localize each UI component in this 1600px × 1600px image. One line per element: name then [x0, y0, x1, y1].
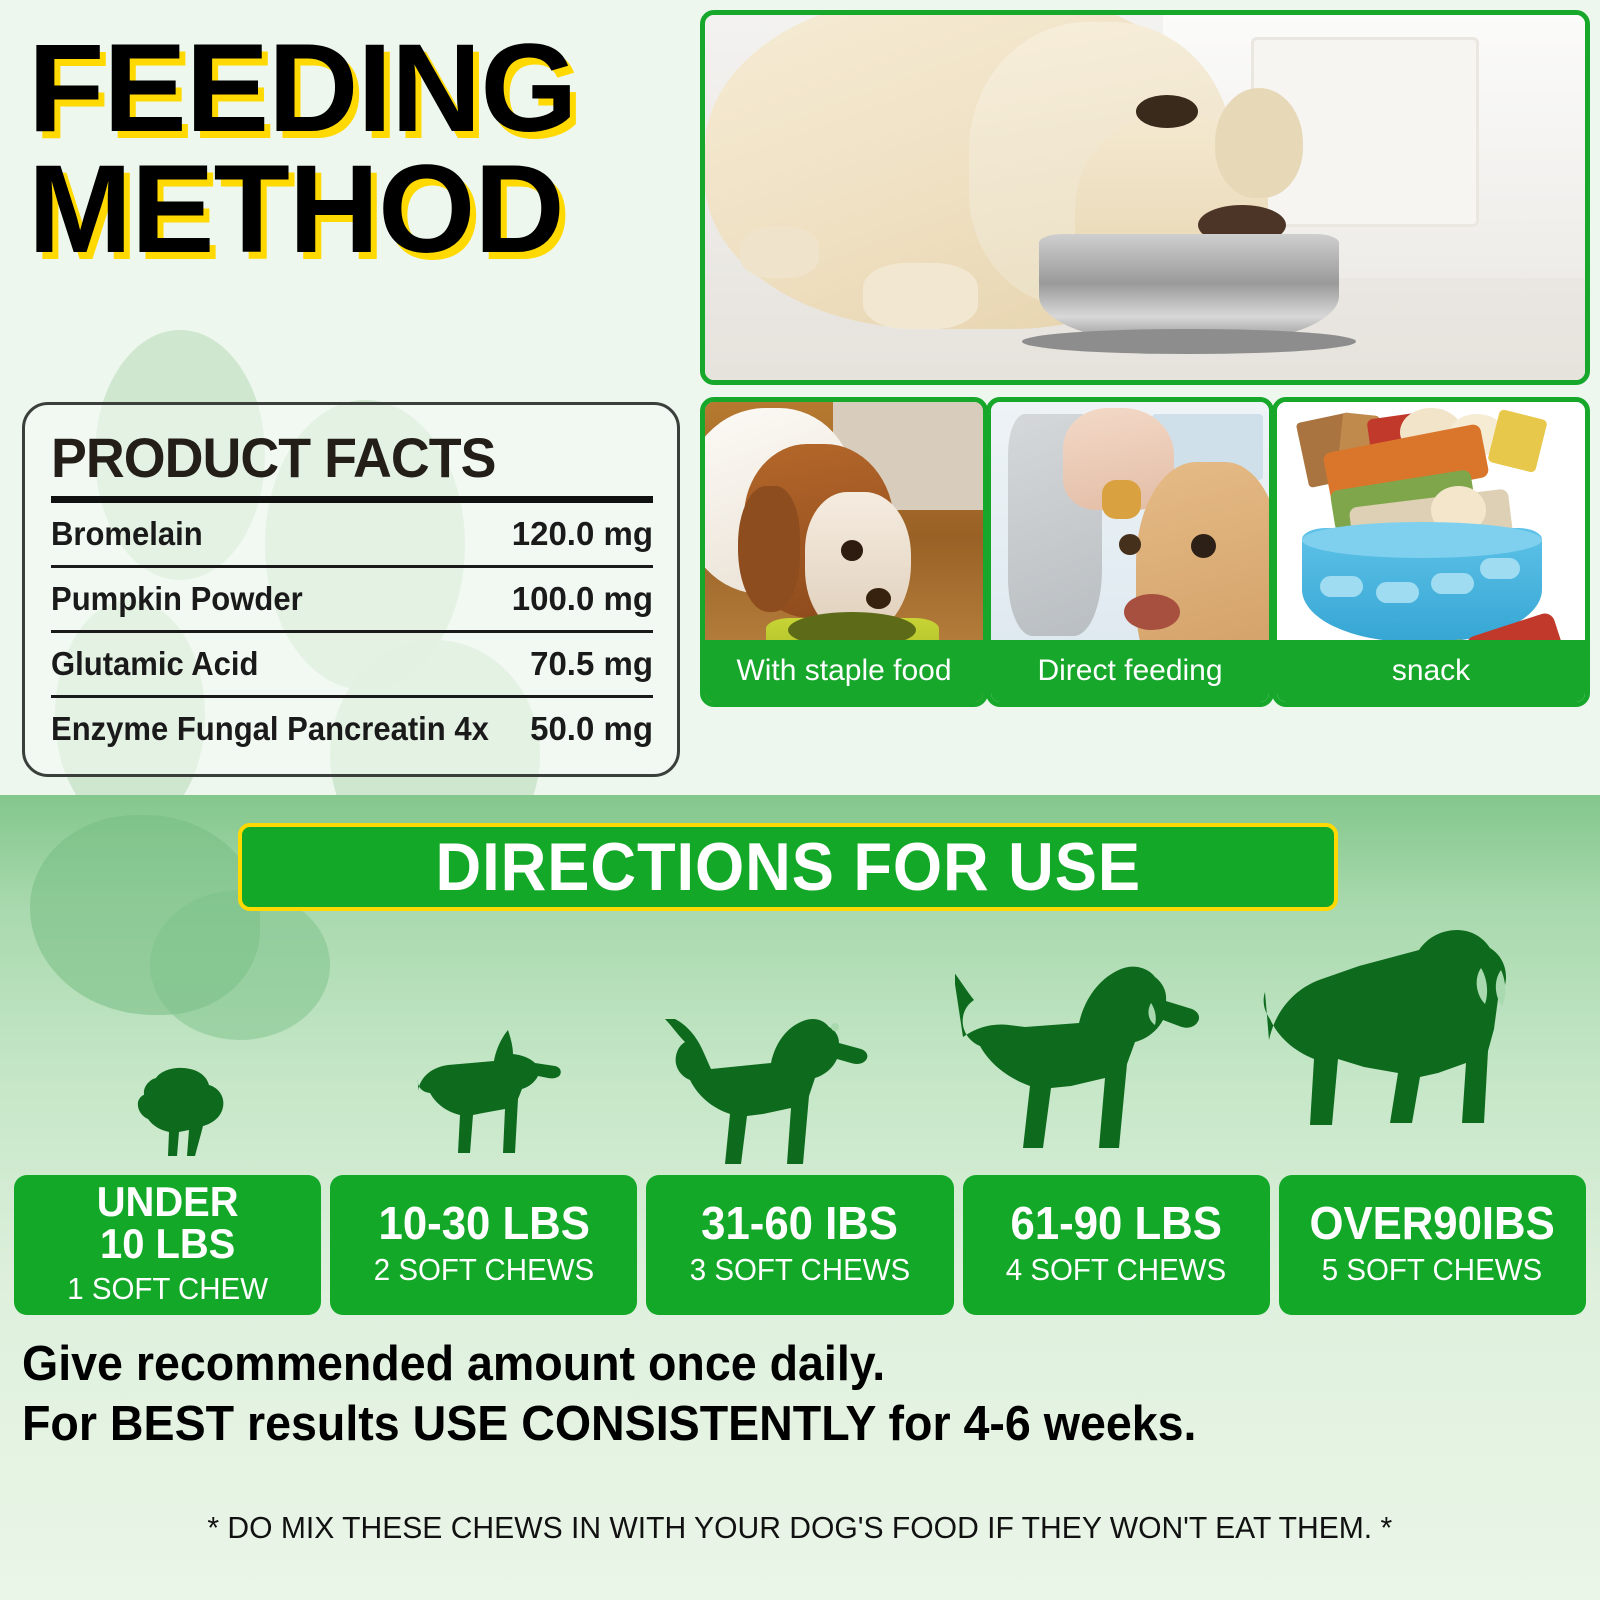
dog-silhouette-large [955, 966, 1200, 1148]
page-title: FEEDING METHOD [28, 19, 678, 280]
dosage-card[interactable]: UNDER 10 LBS 1 SOFT CHEW [14, 1175, 322, 1315]
dosage-cards: UNDER 10 LBS 1 SOFT CHEW 10-30 LBS 2 SOF… [14, 1175, 1587, 1315]
dosage-card[interactable]: OVER90IBS 5 SOFT CHEWS [1278, 1175, 1587, 1315]
table-row: Enzyme Fungal Pancreatin 4x 50.0 mg [51, 698, 653, 760]
dog-silhouette-tiny [137, 1067, 224, 1156]
top-section: FEEDING METHOD PRODUCT FACTS Bromelain 1… [0, 0, 1600, 795]
dosage-weight: 31-60 IBS [701, 1197, 899, 1249]
directions-banner: DIRECTIONS FOR USE [238, 823, 1338, 911]
dosage-amount: 1 SOFT CHEW [67, 1271, 268, 1306]
ingredient-name: Glutamic Acid [51, 645, 259, 682]
dosage-weight: 61-90 LBS [1010, 1197, 1222, 1249]
photo-snack: snack [1272, 397, 1590, 707]
dosage-card[interactable]: 31-60 IBS 3 SOFT CHEWS [646, 1175, 954, 1315]
hero-photo-dog-eating [700, 10, 1590, 385]
photo-with-staple-food: With staple food [700, 397, 988, 707]
photo-direct-feeding: Direct feeding [986, 397, 1274, 707]
ingredient-name: Pumpkin Powder [51, 580, 303, 617]
table-row: Bromelain 120.0 mg [51, 503, 653, 568]
footnote-text: * DO MIX THESE CHEWS IN WITH YOUR DOG'S … [207, 1510, 1393, 1545]
product-facts-heading: PRODUCT FACTS [51, 426, 496, 489]
dosage-weight: 10-30 LBS [378, 1197, 590, 1249]
ingredient-amount: 50.0 mg [530, 710, 653, 747]
photo-caption: snack [1277, 640, 1585, 702]
photo-caption: With staple food [705, 640, 983, 702]
ingredient-amount: 120.0 mg [511, 515, 653, 552]
dosage-amount: 5 SOFT CHEWS [1322, 1252, 1543, 1287]
directions-banner-label: DIRECTIONS FOR USE [435, 829, 1141, 905]
dog-silhouette-xlarge [1263, 930, 1506, 1125]
usage-instructions: Give recommended amount once daily. For … [22, 1335, 1582, 1455]
ingredient-amount: 100.0 mg [511, 580, 653, 617]
ingredient-name: Enzyme Fungal Pancreatin 4x [51, 710, 489, 747]
dog-size-silhouettes [0, 910, 1600, 1170]
photo-caption: Direct feeding [991, 640, 1269, 702]
table-row: Glutamic Acid 70.5 mg [51, 633, 653, 698]
paw-watermark [150, 890, 330, 1040]
directions-section: DIRECTIONS FOR USE [0, 795, 1600, 1600]
title-line-1: FEEDING [28, 19, 578, 158]
dosage-amount: 4 SOFT CHEWS [1006, 1252, 1227, 1287]
dosage-amount: 3 SOFT CHEWS [689, 1252, 911, 1287]
footnote: * DO MIX THESE CHEWS IN WITH YOUR DOG'S … [0, 1510, 1600, 1546]
dosage-weight: OVER90IBS [1309, 1197, 1556, 1249]
heading-rule [51, 496, 653, 503]
dosage-amount: 2 SOFT CHEWS [373, 1252, 594, 1287]
ingredient-name: Bromelain [51, 515, 203, 552]
instruction-line-1: Give recommended amount once daily. [22, 1337, 886, 1391]
dosage-card[interactable]: 61-90 LBS 4 SOFT CHEWS [962, 1175, 1270, 1315]
dog-silhouette-medium [665, 1019, 868, 1164]
ingredient-amount: 70.5 mg [530, 645, 653, 682]
dosage-weight: UNDER 10 LBS [96, 1178, 239, 1267]
product-facts-panel: PRODUCT FACTS Bromelain 120.0 mg Pumpkin… [22, 402, 680, 777]
dosage-card[interactable]: 10-30 LBS 2 SOFT CHEWS [330, 1175, 638, 1315]
table-row: Pumpkin Powder 100.0 mg [51, 568, 653, 633]
dog-silhouette-small [417, 1030, 561, 1153]
instruction-line-2: For BEST results USE CONSISTENTLY for 4-… [22, 1396, 1197, 1451]
title-line-2: METHOD [28, 140, 565, 280]
